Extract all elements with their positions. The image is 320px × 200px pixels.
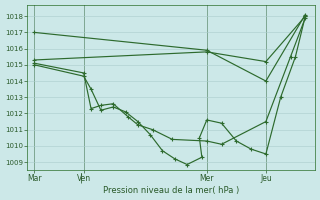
X-axis label: Pression niveau de la mer( hPa ): Pression niveau de la mer( hPa ) (103, 186, 239, 195)
Text: |: | (80, 173, 83, 183)
